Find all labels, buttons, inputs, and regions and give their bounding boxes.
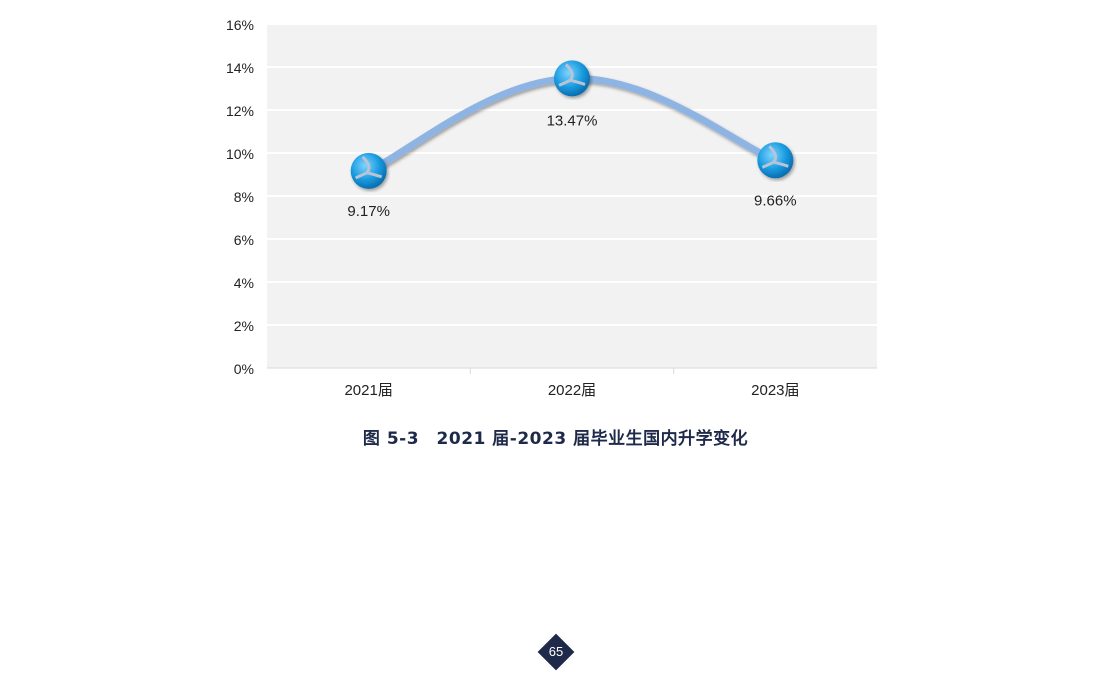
y-tick-label: 16% <box>226 17 254 33</box>
data-label: 9.17% <box>347 203 390 220</box>
marker-swirl <box>558 63 586 87</box>
y-tick-label: 10% <box>226 146 254 162</box>
x-tick-label: 2022届 <box>548 382 596 399</box>
y-tick-label: 8% <box>234 189 254 205</box>
y-tick-label: 14% <box>226 60 254 76</box>
page-number: 65 <box>548 644 564 659</box>
marker-swirl <box>761 145 789 169</box>
data-label: 13.47% <box>547 112 598 129</box>
page-number-badge: 65 <box>537 633 575 671</box>
x-tick-label: 2023届 <box>751 382 799 399</box>
x-tick-label: 2021届 <box>344 382 392 399</box>
line-chart: 0% 2% 4% 6% 8% 10% 12% 14% 16% 2021届 2022届 2023届 9.1… <box>226 17 877 399</box>
y-tick-label: 0% <box>234 361 254 377</box>
figure-caption: 图 5-3 2021 届-2023 届毕业生国内升学变化 <box>362 429 749 449</box>
y-tick-label: 4% <box>234 275 254 291</box>
marker-swirl <box>355 155 383 180</box>
data-label: 9.66% <box>754 192 797 209</box>
y-tick-label: 12% <box>226 103 254 119</box>
y-tick-label: 2% <box>234 318 254 334</box>
y-tick-label: 6% <box>234 232 254 248</box>
